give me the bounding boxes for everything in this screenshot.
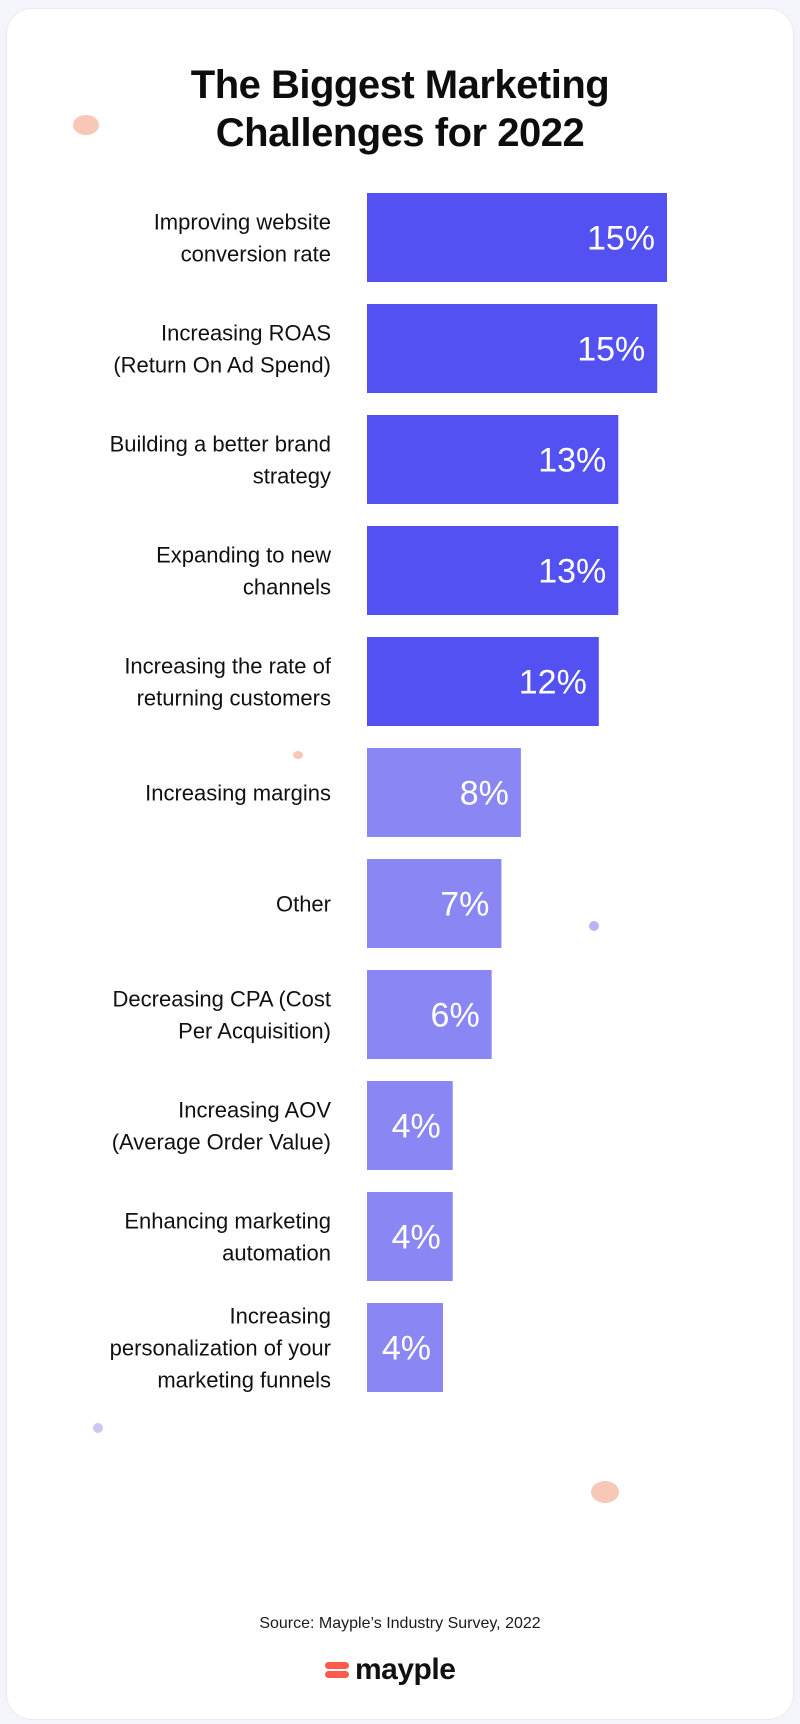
bar-value-label: 6% bbox=[431, 997, 480, 1035]
category-label-line: Increasing ROAS bbox=[161, 321, 331, 346]
bar-value-label: 13% bbox=[538, 442, 606, 480]
mayple-logo-text: mayple bbox=[355, 1653, 456, 1686]
bar bbox=[367, 1303, 443, 1392]
bar-value-label: 7% bbox=[440, 886, 489, 924]
category-label-line: Expanding to new bbox=[156, 543, 331, 568]
category-label-line: Enhancing marketing bbox=[124, 1209, 331, 1234]
category-label-line: personalization of your bbox=[110, 1336, 331, 1361]
category-label: Improving website conversion rate bbox=[154, 210, 331, 267]
bar-value-label: 15% bbox=[587, 220, 655, 258]
category-label-line: Per Acquisition) bbox=[178, 1019, 331, 1044]
category-label-line: (Return On Ad Spend) bbox=[113, 353, 331, 378]
category-label-line: returning customers bbox=[137, 686, 331, 711]
category-label: Increasing AOV (Average Order Value) bbox=[112, 1098, 332, 1155]
category-label-line: Increasing bbox=[229, 1304, 331, 1329]
bar-value-label: 4% bbox=[392, 1219, 441, 1257]
bar-value-label: 15% bbox=[577, 331, 645, 369]
decorative-blob bbox=[591, 1481, 619, 1503]
infographic-card: The Biggest Marketing Challenges for 202… bbox=[6, 8, 794, 1720]
category-label-line: strategy bbox=[253, 464, 331, 489]
category-label-line: conversion rate bbox=[181, 242, 331, 267]
category-label: Other bbox=[276, 892, 331, 917]
chart-title: The Biggest Marketing Challenges for 202… bbox=[7, 61, 793, 157]
decorative-dot bbox=[293, 751, 303, 759]
bar bbox=[367, 415, 619, 504]
bar-value-label: 8% bbox=[460, 775, 509, 813]
category-label-line: Decreasing CPA (Cost bbox=[113, 987, 331, 1012]
bar bbox=[367, 1192, 453, 1281]
category-label-line: Building a better brand bbox=[110, 432, 331, 457]
mayple-logo-icon bbox=[325, 1661, 349, 1679]
bar-value-label: 12% bbox=[519, 664, 587, 702]
bar-chart: 15% Improving website conversion rate 15% In… bbox=[110, 193, 667, 1393]
category-label: Increasing ROAS (Return On Ad Spend) bbox=[113, 321, 331, 378]
bar bbox=[367, 637, 599, 726]
category-label-line: Improving website bbox=[154, 210, 331, 235]
bar bbox=[367, 526, 619, 615]
bar bbox=[367, 970, 492, 1059]
category-label: Expanding to new channels bbox=[156, 543, 331, 600]
category-label-line: marketing funnels bbox=[157, 1368, 331, 1393]
category-label: Decreasing CPA (Cost Per Acquisition) bbox=[113, 987, 331, 1044]
category-label: Enhancing marketing automation bbox=[124, 1209, 331, 1266]
source-note: Source: Mayple’s Industry Survey, 2022 bbox=[259, 1615, 541, 1632]
decorative-blob bbox=[73, 115, 99, 135]
bar bbox=[367, 1081, 453, 1170]
bar-value-label: 13% bbox=[538, 553, 606, 591]
category-label-line: Increasing margins bbox=[145, 781, 331, 806]
bar bbox=[367, 748, 521, 837]
category-label-line: Increasing the rate of bbox=[124, 654, 332, 679]
bar-value-label: 4% bbox=[392, 1108, 441, 1146]
category-label-line: Increasing AOV bbox=[178, 1098, 331, 1123]
bar-value-label: 4% bbox=[382, 1330, 431, 1368]
category-label: Increasing the rate of returning customer… bbox=[124, 654, 332, 711]
category-label-line: channels bbox=[243, 575, 331, 600]
chart-title-line-1: The Biggest Marketing bbox=[190, 63, 610, 107]
category-label: Increasing margins bbox=[145, 781, 331, 806]
category-label-line: automation bbox=[222, 1241, 331, 1266]
bar bbox=[367, 304, 658, 393]
chart-title-line-2: Challenges for 2022 bbox=[215, 111, 585, 155]
decorative-dot bbox=[589, 921, 599, 931]
mayple-logo: mayple bbox=[325, 1653, 456, 1687]
bar bbox=[367, 859, 502, 948]
category-label: Building a better brand strategy bbox=[110, 432, 331, 489]
bar bbox=[367, 193, 667, 282]
decorative-dot bbox=[93, 1423, 103, 1433]
category-label: Increasing personalization of your marketi… bbox=[110, 1304, 331, 1393]
category-label-line: Other bbox=[276, 892, 331, 917]
category-label-line: (Average Order Value) bbox=[112, 1130, 331, 1155]
